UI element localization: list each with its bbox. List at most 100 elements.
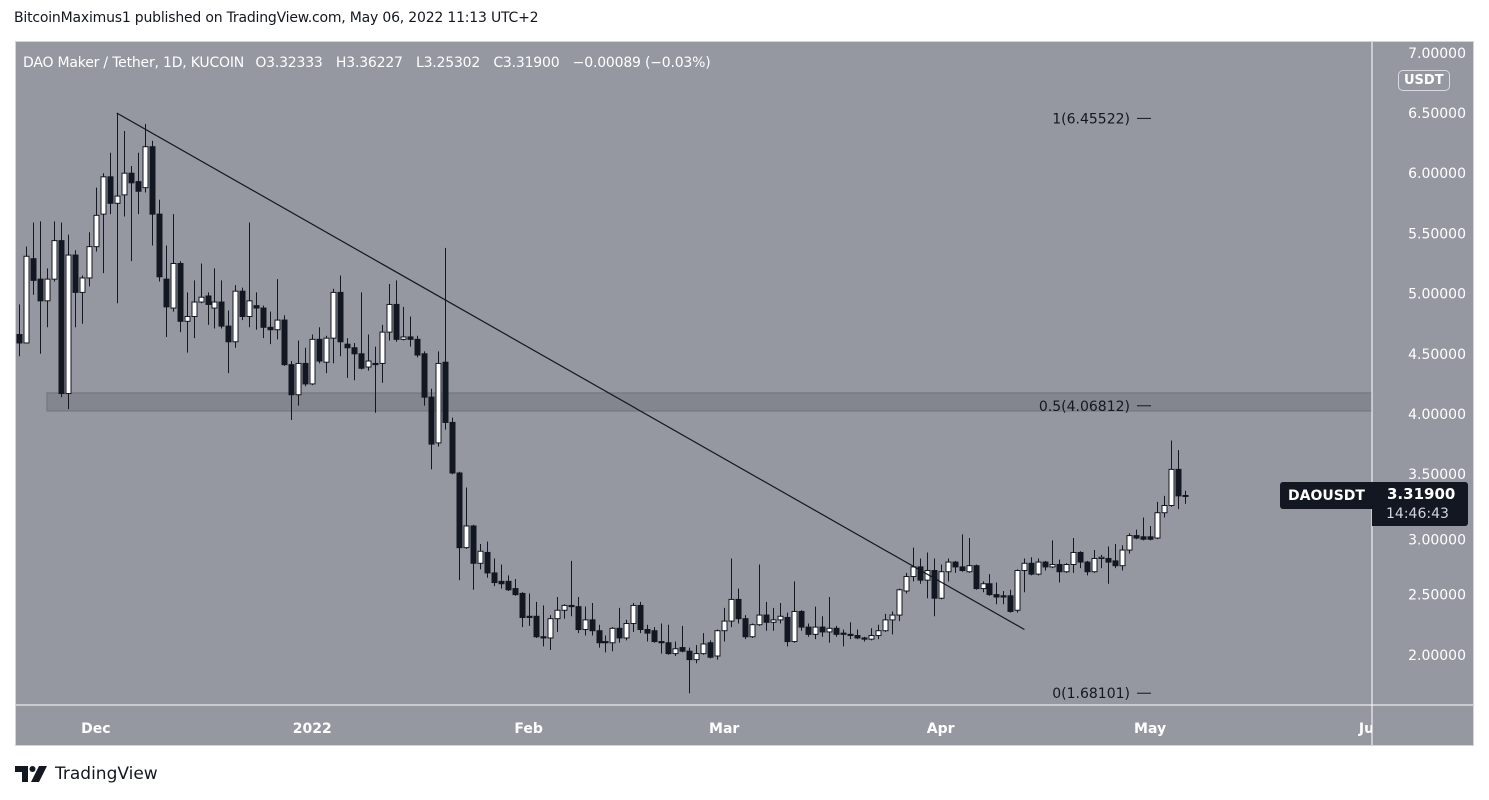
candle-body-up (700, 643, 707, 655)
y-tick-label: 5.00000 (1408, 287, 1466, 303)
candle (128, 165, 135, 262)
candle-body-up (23, 255, 30, 344)
candle (819, 616, 826, 637)
candle-body-down (442, 361, 449, 423)
candle-body-up (903, 576, 910, 592)
candle (358, 292, 365, 370)
candle (72, 250, 79, 328)
candle (630, 603, 637, 632)
candle (1021, 558, 1028, 593)
candle (135, 152, 142, 215)
candle (707, 640, 714, 659)
candle (16, 304, 23, 357)
tradingview-logo[interactable]: TradingView (15, 764, 158, 784)
candle-body-down (1105, 557, 1112, 563)
candle-body-down (456, 472, 463, 549)
candle (225, 310, 232, 374)
candle-body-up (435, 362, 442, 444)
candle (393, 280, 400, 342)
candle (672, 641, 679, 657)
candle-body-up (274, 319, 281, 331)
candle-body-down (1056, 564, 1063, 573)
candle-body-up (672, 648, 679, 655)
candle-body-down (616, 627, 623, 639)
candle (442, 247, 449, 430)
candle-body-up (1168, 468, 1175, 507)
candle-body-down (344, 343, 351, 349)
candle (400, 306, 407, 341)
x-tick-label: Dec (81, 721, 110, 737)
candle (323, 335, 330, 374)
candle-body-down (177, 263, 184, 322)
candle (519, 592, 526, 628)
candle-body-down (840, 632, 847, 635)
candle-body-down (917, 566, 924, 581)
candle (1098, 554, 1105, 569)
candle-body-down (805, 626, 812, 635)
candle-body-down (959, 566, 966, 572)
candle (260, 305, 267, 339)
candle-body-up (295, 362, 302, 396)
x-tick-label: Apr (927, 721, 955, 737)
candle-body-up (93, 214, 100, 248)
candle (575, 597, 582, 634)
candle (449, 417, 456, 475)
candle-body-down (644, 629, 651, 634)
candle-body-down (735, 598, 742, 620)
candle (100, 173, 107, 274)
candle (316, 327, 323, 364)
candle-body-down (1175, 468, 1182, 497)
brand-name: TradingView (55, 764, 158, 784)
candle-body-down (602, 641, 609, 644)
candle (232, 285, 239, 348)
y-tick-label: 7.00000 (1408, 46, 1466, 62)
candle-body-down (414, 338, 421, 356)
candle-body-up (86, 246, 93, 279)
candle (58, 222, 65, 398)
candle (966, 538, 973, 573)
candle-body-up (1035, 561, 1042, 575)
candle (86, 232, 93, 287)
candle-body-down (107, 176, 114, 204)
currency-button[interactable]: USDT (1398, 70, 1450, 91)
legend-title[interactable]: DAO Maker / Tether, 1D, KUCOIN (23, 55, 245, 71)
candle (1091, 550, 1098, 573)
last-price-box: 3.31900 14:46:43 (1372, 482, 1468, 526)
candle (959, 534, 966, 572)
candle-body-up (749, 624, 756, 638)
candle (700, 633, 707, 655)
candle-body-down (1112, 560, 1119, 567)
candle (910, 547, 917, 582)
candle (295, 340, 302, 406)
candle (37, 221, 44, 354)
candle-body-up (191, 301, 198, 317)
candle-body-down (512, 588, 519, 596)
candle (1035, 558, 1042, 576)
candle-body-down (288, 364, 295, 396)
candle-body-up (1091, 557, 1098, 573)
symbol-price-label: DAOUSDT (1280, 482, 1372, 509)
candle (477, 544, 484, 570)
candle (770, 607, 777, 631)
bar-countdown: 14:46:43 (1386, 506, 1449, 522)
candle (561, 604, 568, 619)
candle-body-up (770, 619, 777, 623)
candle (533, 601, 540, 638)
candle (1070, 538, 1077, 573)
candle (365, 334, 372, 371)
y-tick-label: 4.50000 (1408, 347, 1466, 363)
candle (1014, 569, 1021, 613)
candle (784, 612, 791, 647)
publish-attribution: BitcoinMaximus1 published on TradingView… (14, 10, 539, 26)
candle (952, 560, 959, 573)
candle (198, 263, 205, 304)
y-tick-label: 5.50000 (1408, 226, 1466, 242)
candle (993, 582, 1000, 605)
candle (1133, 529, 1140, 540)
y-tick-label: 6.50000 (1408, 106, 1466, 122)
candle-body-up (826, 627, 833, 633)
candle (184, 292, 191, 353)
candle (114, 113, 121, 304)
candle-body-up (1098, 556, 1105, 559)
